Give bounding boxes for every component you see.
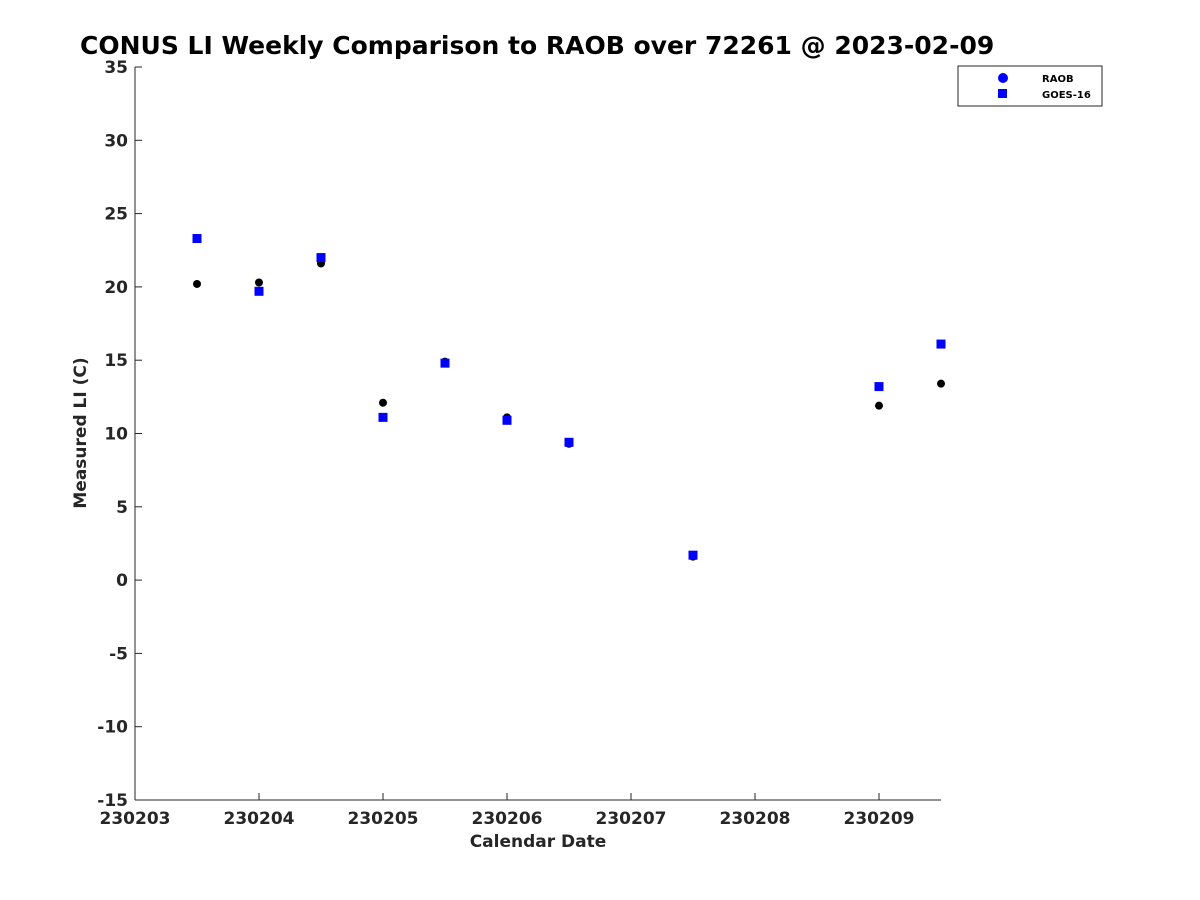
data-point-goes-16 [936,339,946,349]
y-axis-label: Measured LI (C) [71,357,91,508]
axes [134,67,941,801]
x-tick-label: 230203 [100,809,171,829]
legend-label-goes-16: GOES-16 [1042,90,1091,101]
data-point-goes-16 [254,286,264,296]
y-ticks: -15 -10 -5 0 5 10 15 20 25 30 35 [97,58,142,811]
data-point-raob [937,379,945,388]
y-tick-label: -5 [109,644,128,664]
y-tick-label: 35 [104,58,128,78]
x-tick-label: 230209 [844,809,915,829]
data-point-goes-16 [378,412,388,422]
legend: RAOB GOES-16 [957,65,1103,107]
data-point-raob [193,279,201,288]
legend-label-raob: RAOB [1042,74,1074,85]
data-point-goes-16 [502,415,512,425]
y-tick-label: 15 [104,351,128,371]
x-tick-label: 230205 [348,809,419,829]
data-point-raob [379,398,387,407]
y-tick-label: 20 [104,278,128,298]
data-point-goes-16 [192,234,202,244]
x-axis-label: Calendar Date [470,832,607,852]
y-tick-label: -10 [97,718,128,738]
x-tick-label: 230206 [472,809,543,829]
y-tick-label: 10 [104,425,128,445]
legend-marker-raob [998,73,1008,83]
data-point-raob [875,401,883,410]
data-point-goes-16 [688,550,698,560]
y-tick-label: 5 [116,498,128,518]
data-point-goes-16 [440,358,450,368]
data-point-goes-16 [316,253,326,263]
series-layer [192,234,946,561]
x-tick-label: 230208 [720,809,791,829]
y-tick-label: 0 [116,571,128,591]
data-point-raob [255,278,263,287]
x-tick-label: 230207 [596,809,667,829]
x-ticks: 230203 230204 230205 230206 230207 230208 2302… [100,793,915,829]
y-tick-label: 25 [104,205,128,225]
legend-marker-goes-16 [998,89,1007,98]
chart-title: CONUS LI Weekly Comparison to RAOB over … [80,31,994,60]
series-goes-16 [192,234,946,560]
y-tick-label: 30 [104,131,128,151]
x-tick-label: 230204 [224,809,295,829]
series-raob [193,259,945,561]
y-tick-label: -15 [97,791,128,811]
data-point-goes-16 [564,437,574,447]
data-point-goes-16 [874,382,884,392]
legend-box [957,65,1103,107]
